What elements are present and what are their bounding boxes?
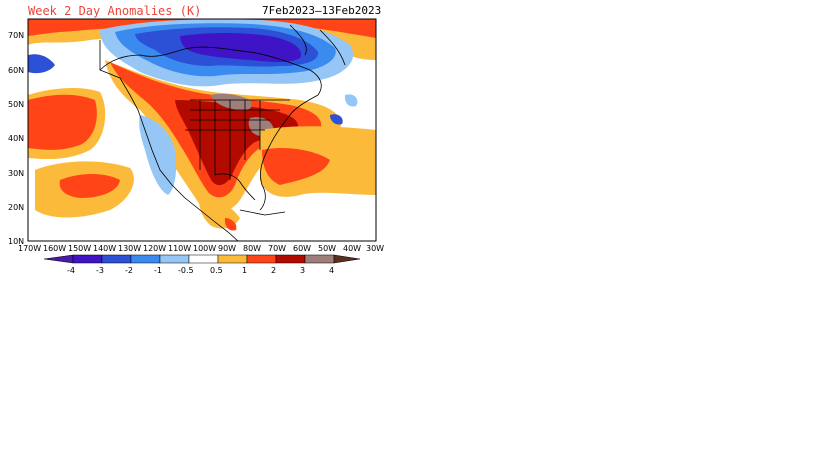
legend-label: 4 bbox=[329, 266, 334, 275]
legend-label: 2 bbox=[271, 266, 276, 275]
lat-label: 20N bbox=[8, 203, 24, 212]
lon-label: 130W bbox=[118, 244, 141, 253]
lat-label: 40N bbox=[8, 134, 24, 143]
lat-label: 70N bbox=[8, 31, 24, 40]
lon-label: 150W bbox=[68, 244, 91, 253]
map-frame bbox=[27, 18, 377, 242]
color-legend: -4 -3 -2 -1 -0.5 0.5 1 2 3 4 bbox=[43, 254, 361, 275]
lon-label: 80W bbox=[243, 244, 261, 253]
lon-label: 100W bbox=[193, 244, 216, 253]
lon-label: 140W bbox=[93, 244, 116, 253]
lon-label: 90W bbox=[218, 244, 236, 253]
legend-label: -4 bbox=[67, 266, 75, 275]
lon-label: 170W bbox=[18, 244, 41, 253]
legend-swatch bbox=[159, 254, 190, 264]
legend-swatch bbox=[275, 254, 306, 264]
lon-label: 70W bbox=[268, 244, 286, 253]
lon-label: 160W bbox=[43, 244, 66, 253]
legend-swatch bbox=[246, 254, 277, 264]
lat-label: 10N bbox=[8, 237, 24, 246]
legend-swatch bbox=[304, 254, 335, 264]
lat-label: 30N bbox=[8, 169, 24, 178]
legend-label: 0.5 bbox=[210, 266, 223, 275]
date-range: 7Feb2023–13Feb2023 bbox=[262, 4, 382, 17]
legend-swatch bbox=[188, 254, 219, 264]
lat-label: 60N bbox=[8, 66, 24, 75]
lon-label: 120W bbox=[143, 244, 166, 253]
legend-low-arrow bbox=[43, 254, 74, 264]
lon-label: 110W bbox=[168, 244, 191, 253]
legend-swatch bbox=[101, 254, 132, 264]
legend-label: -3 bbox=[96, 266, 104, 275]
map-title: Week 2 Day Anomalies (K) bbox=[28, 4, 202, 18]
legend-label: -0.5 bbox=[178, 266, 194, 275]
legend-swatch bbox=[217, 254, 248, 264]
longitude-labels: 170W 160W 150W 140W 130W 120W 110W 100W … bbox=[18, 244, 384, 253]
lon-label: 40W bbox=[343, 244, 361, 253]
legend-swatch bbox=[130, 254, 161, 264]
legend-label: 3 bbox=[300, 266, 305, 275]
latitude-labels: 70N 60N 50N 40N 30N 20N 10N bbox=[8, 31, 24, 246]
lat-label: 50N bbox=[8, 100, 24, 109]
legend-label: -1 bbox=[154, 266, 162, 275]
lon-label: 50W bbox=[318, 244, 336, 253]
legend-swatch bbox=[72, 254, 103, 264]
legend-label: 1 bbox=[242, 266, 247, 275]
lon-label: 30W bbox=[366, 244, 384, 253]
legend-label: -2 bbox=[125, 266, 133, 275]
coastlines bbox=[99, 24, 346, 241]
lon-label: 60W bbox=[293, 244, 311, 253]
legend-high-arrow bbox=[333, 254, 361, 264]
